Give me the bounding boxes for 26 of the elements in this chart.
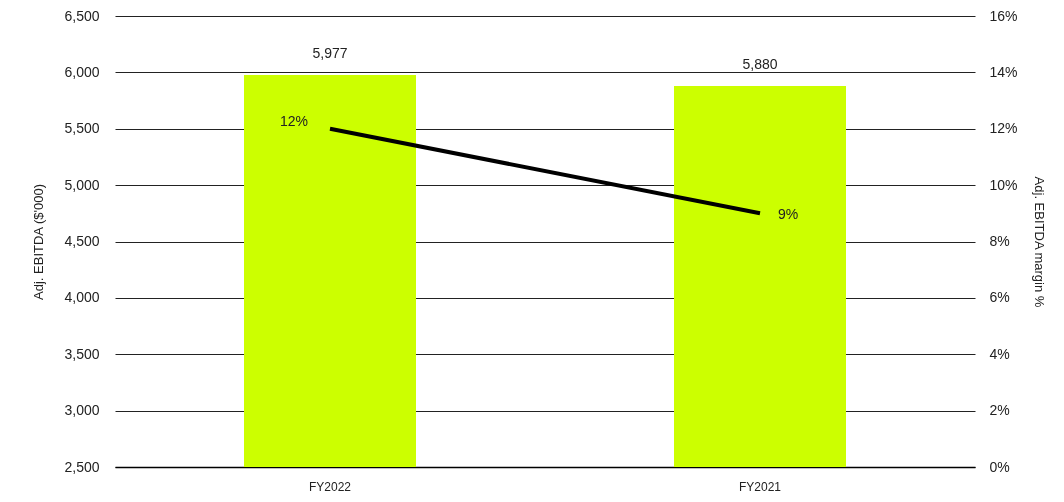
y-tick-label: 5,500	[64, 120, 100, 137]
y-tick-label: 6,500	[64, 7, 100, 24]
y-tick-label: 4,000	[64, 289, 100, 306]
y2-axis-title: Adj. EBITDA margin %	[1031, 176, 1047, 308]
y2-tick-label: 6%	[989, 289, 1010, 306]
x-tick-label: FY2022	[308, 479, 352, 494]
y-tick-label: 3,500	[64, 345, 100, 362]
y2-tick-label: 2%	[989, 402, 1010, 419]
data-label: 12%	[279, 112, 308, 129]
y-tick-label: 5,000	[64, 176, 100, 193]
y2-tick-label: 4%	[989, 345, 1010, 362]
y2-tick-label: 14%	[989, 63, 1018, 80]
x-tick-label: FY2021	[738, 479, 782, 494]
y2-tick-label: 10%	[989, 176, 1018, 193]
y-axis-title: Adj. EBITDA ($'000)	[31, 184, 47, 300]
y2-tick-label: 12%	[989, 120, 1018, 137]
y2-tick-label: 16%	[989, 7, 1018, 24]
data-label: 5,880	[742, 55, 778, 72]
y-tick-label: 4,500	[64, 233, 100, 249]
y-tick-label: 3,000	[64, 402, 100, 419]
y-tick-label: 2,500	[64, 458, 100, 475]
y2-tick-label: 8%	[989, 233, 1010, 249]
data-label: 5,977	[312, 44, 348, 61]
data-label: 9%	[778, 206, 799, 223]
y2-tick-label: 0%	[989, 458, 1010, 475]
y-tick-label: 6,000	[64, 63, 100, 80]
